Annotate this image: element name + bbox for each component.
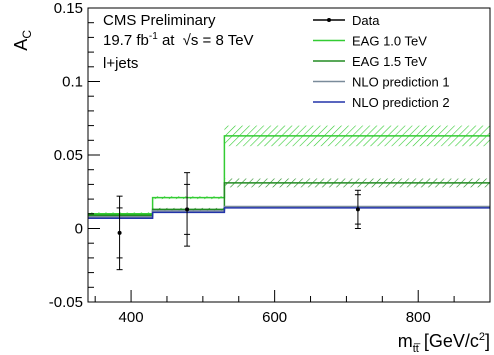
lumi-value: 19.7 fb (103, 32, 149, 49)
lumi-at: at (158, 32, 179, 49)
x-label-sub: tt̅ (413, 343, 421, 355)
y-tick-label: 0 (75, 221, 83, 238)
y-tick-label: 0.05 (54, 147, 83, 164)
plot-frame (87, 7, 491, 303)
legend-label: EAG 1.0 TeV (352, 34, 427, 49)
x-tick-label: 800 (406, 309, 431, 326)
x-label-base: m (398, 331, 413, 351)
y-tick-label: 0.15 (54, 0, 83, 17)
step-line-eag-1-0-tev (88, 135, 490, 215)
x-axis-label: mtt̅ [GeV/c2] (398, 331, 490, 355)
step-line-eag-1-5-tev (88, 182, 490, 217)
data-point (185, 207, 190, 212)
x-tick-label: 600 (262, 309, 287, 326)
legend-label: NLO prediction 2 (352, 95, 450, 110)
legend-marker (327, 18, 331, 22)
annotation-block: CMS Preliminary 19.7 fb-1 at √s = 8 TeV … (103, 12, 254, 72)
sqrt-s: √s (183, 32, 199, 49)
data-point (355, 207, 360, 212)
step-line-nlo-prediction-1 (88, 205, 490, 218)
luminosity-label: 19.7 fb-1 at √s = 8 TeV (103, 31, 254, 49)
energy-value: = 8 TeV (198, 32, 253, 49)
lumi-unit-exp: -1 (149, 31, 158, 42)
x-tick-label: 400 (119, 309, 144, 326)
axis-ticks: -0.05 0 0.05 0.1 0.15 400 600 800 (49, 0, 491, 326)
y-tick-label: -0.05 (49, 294, 83, 311)
legend-label: Data (352, 13, 380, 28)
x-label-close: ] (485, 331, 490, 351)
x-label-sup: 2 (479, 331, 485, 343)
y-axis-label: AC (11, 30, 34, 51)
legend: Data EAG 1.0 TeV EAG 1.5 TeV NLO prediction… (313, 13, 450, 110)
step-line-nlo-prediction-2 (88, 207, 490, 219)
data-point (117, 230, 122, 235)
legend-label: NLO prediction 1 (352, 75, 450, 90)
prediction-lines (88, 135, 490, 219)
x-label-unit: [GeV/c (419, 331, 479, 351)
cms-preliminary-label: CMS Preliminary (103, 12, 216, 29)
y-label-sub: C (20, 30, 34, 39)
uncertainty-bands (88, 125, 490, 217)
data-points (116, 172, 361, 271)
channel-label: l+jets (103, 55, 138, 72)
legend-label: EAG 1.5 TeV (352, 54, 427, 69)
y-tick-label: 0.1 (62, 74, 83, 91)
y-label-base: A (11, 39, 31, 51)
